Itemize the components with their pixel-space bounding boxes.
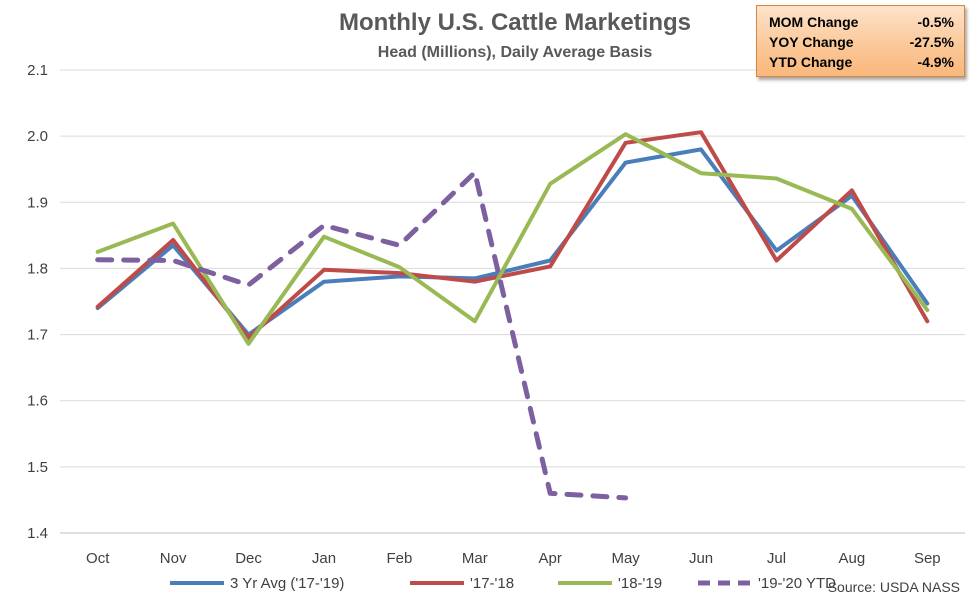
summary-row-ytd: YTD Change -4.9% <box>769 52 954 72</box>
y-tick-label: 1.5 <box>27 459 48 476</box>
x-tick-label: May <box>611 550 640 567</box>
x-tick-label: Jun <box>689 550 713 567</box>
legend-label: '18-'19 <box>618 575 662 592</box>
chart-title: Monthly U.S. Cattle Marketings <box>339 9 691 36</box>
summary-value: -27.5% <box>909 34 954 50</box>
x-tick-label: Jan <box>312 550 336 567</box>
series-line-3 <box>95 170 629 501</box>
y-tick-label: 2.0 <box>27 128 48 145</box>
summary-label: YTD Change <box>769 54 853 70</box>
x-tick-label: Mar <box>462 550 488 567</box>
y-tick-label: 2.1 <box>27 62 48 79</box>
source-label: Source: USDA NASS <box>828 579 960 595</box>
y-tick-label: 1.8 <box>27 260 48 277</box>
x-tick-label: Sep <box>914 550 941 567</box>
y-tick-label: 1.6 <box>27 393 48 410</box>
x-axis-tick-labels: Oct Nov Dec Jan Feb Mar Apr May Jun Jul Aug Sep <box>86 550 941 567</box>
legend-label: 3 Yr Avg ('17-'19) <box>230 575 344 592</box>
summary-value: -4.9% <box>917 54 954 70</box>
x-tick-label: Feb <box>386 550 412 567</box>
series-lines <box>95 130 930 501</box>
x-tick-label: Dec <box>235 550 262 567</box>
y-axis-tick-labels: 1.4 1.5 1.6 1.7 1.8 1.9 2.0 2.1 <box>27 62 48 542</box>
series-line-1 <box>95 130 930 340</box>
legend-label: '17-'18 <box>470 575 514 592</box>
chart-subtitle: Head (Millions), Daily Average Basis <box>378 44 653 61</box>
change-summary-box: MOM Change -0.5% YOY Change -27.5% YTD C… <box>756 5 965 77</box>
summary-label: YOY Change <box>769 34 854 50</box>
summary-label: MOM Change <box>769 14 859 30</box>
x-tick-label: Oct <box>86 550 110 567</box>
summary-value: -0.5% <box>917 14 954 30</box>
x-tick-label: Aug <box>839 550 866 567</box>
legend: 3 Yr Avg ('17-'19) '17-'18 '18-'19 '19-'20 … <box>170 575 836 592</box>
x-tick-label: Nov <box>160 550 187 567</box>
legend-label: '19-'20 YTD <box>758 575 836 592</box>
y-tick-label: 1.9 <box>27 194 48 211</box>
series-line-2 <box>95 132 930 346</box>
x-tick-label: Jul <box>767 550 786 567</box>
y-tick-label: 1.7 <box>27 327 48 344</box>
y-tick-label: 1.4 <box>27 525 48 542</box>
summary-row-yoy: YOY Change -27.5% <box>769 32 954 52</box>
x-tick-label: Apr <box>539 550 562 567</box>
summary-row-mom: MOM Change -0.5% <box>769 12 954 32</box>
